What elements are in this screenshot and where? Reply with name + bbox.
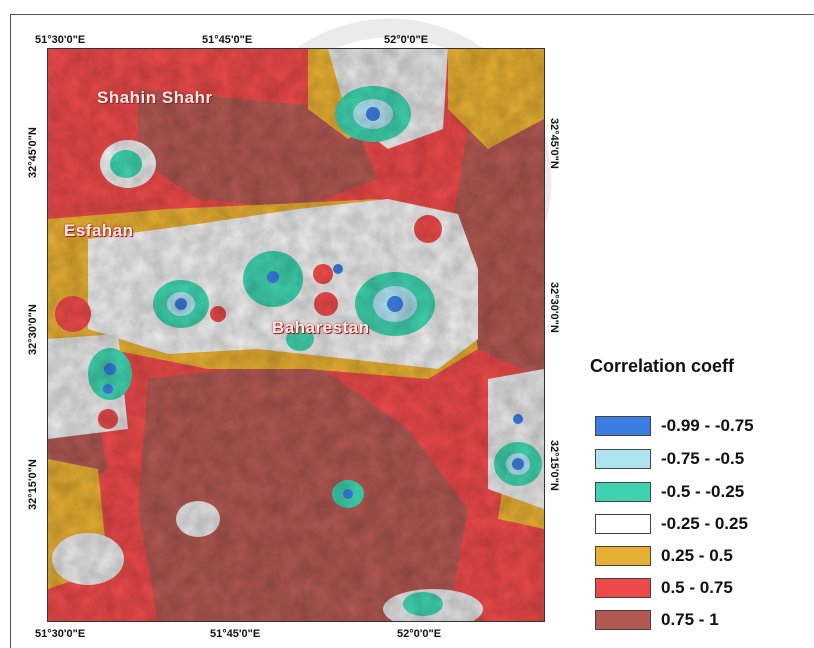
correlation-map [47,48,545,622]
legend-item: -0.99 - -0.75 [595,414,754,438]
legend-label: 0.75 - 1 [661,610,719,629]
coord-left-2: 32°30'0"N [27,304,39,355]
coord-right-2: 32°30'0"N [548,282,560,333]
legend-item: 0.5 - 0.75 [595,576,733,600]
legend-item: -0.5 - -0.25 [595,480,744,504]
legend-swatch [595,578,651,598]
legend-swatch [595,546,651,566]
coord-top-1: 51°30'0"E [35,34,86,46]
legend-swatch [595,514,651,534]
legend-item: 0.25 - 0.5 [595,544,733,568]
legend-swatch [595,610,651,630]
city-label-esfahan: Esfahan [64,221,134,240]
map-raster [48,49,544,621]
coord-bottom-3: 52°0'0"E [397,628,442,640]
legend-item: -0.25 - 0.25 [595,512,748,536]
coord-left-1: 32°45'0"N [27,127,39,178]
coord-left-3: 32°15'0"N [27,459,39,510]
coord-bottom-1: 51°30'0"E [35,628,86,640]
legend-label: -0.5 - -0.25 [661,482,745,501]
legend-label: 0.5 - 0.75 [661,578,733,597]
coord-top-2: 51°45'0"E [202,34,253,46]
coord-bottom-2: 51°45'0"E [210,628,261,640]
city-label-baharestan: Baharestan [272,318,370,337]
figure-frame [10,14,814,648]
coord-top-3: 52°0'0"E [384,34,429,46]
legend-item: -0.75 - -0.5 [595,447,744,471]
city-label-shahin-shahr: Shahin Shahr [97,88,213,107]
legend-swatch [595,449,651,469]
legend-label: 0.25 - 0.5 [661,546,733,565]
legend-item: 0.75 - 1 [595,608,719,632]
legend-title: Correlation coeff [590,356,735,376]
legend-label: -0.25 - 0.25 [661,514,748,533]
coord-right-3: 32°15'0"N [548,440,560,491]
coord-right-1: 32°45'0"N [548,118,560,169]
legend-swatch [595,482,651,502]
legend-label: -0.75 - -0.5 [661,449,745,468]
legend-swatch [595,416,651,436]
legend-label: -0.99 - -0.75 [661,416,754,435]
